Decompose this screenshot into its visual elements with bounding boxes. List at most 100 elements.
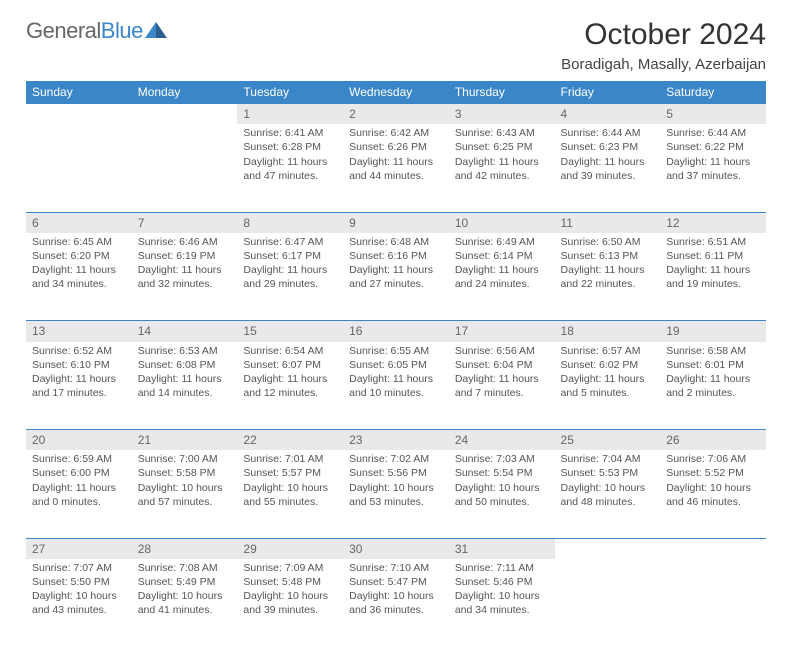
sunrise-line: Sunrise: 6:51 AM: [666, 235, 760, 249]
daylight-line: Daylight: 11 hours and 22 minutes.: [561, 263, 655, 291]
daylight-line: Daylight: 11 hours and 19 minutes.: [666, 263, 760, 291]
sunset-line: Sunset: 6:08 PM: [138, 358, 232, 372]
sunrise-line: Sunrise: 6:59 AM: [32, 452, 126, 466]
day-number-row: 13141516171819: [26, 321, 766, 342]
sunrise-line: Sunrise: 6:41 AM: [243, 126, 337, 140]
day-content-cell: Sunrise: 6:58 AMSunset: 6:01 PMDaylight:…: [660, 342, 766, 430]
day-number-cell: 14: [132, 321, 238, 342]
day-number-cell: 18: [555, 321, 661, 342]
logo-part1: General: [26, 18, 101, 43]
day-content-cell: Sunrise: 6:57 AMSunset: 6:02 PMDaylight:…: [555, 342, 661, 430]
day-number-cell: 13: [26, 321, 132, 342]
sunrise-line: Sunrise: 7:07 AM: [32, 561, 126, 575]
day-number-row: 6789101112: [26, 212, 766, 233]
day-content-cell: Sunrise: 6:59 AMSunset: 6:00 PMDaylight:…: [26, 450, 132, 538]
weekday-header: Thursday: [449, 81, 555, 104]
day-content-row: Sunrise: 6:41 AMSunset: 6:28 PMDaylight:…: [26, 124, 766, 212]
daylight-line: Daylight: 11 hours and 32 minutes.: [138, 263, 232, 291]
daylight-line: Daylight: 10 hours and 39 minutes.: [243, 589, 337, 617]
day-number-cell: 9: [343, 212, 449, 233]
logo: GeneralBlue: [26, 18, 167, 44]
day-content-cell: Sunrise: 7:09 AMSunset: 5:48 PMDaylight:…: [237, 559, 343, 647]
weekday-header: Monday: [132, 81, 238, 104]
day-number-cell: 27: [26, 538, 132, 559]
day-content-cell: Sunrise: 6:46 AMSunset: 6:19 PMDaylight:…: [132, 233, 238, 321]
sunset-line: Sunset: 5:58 PM: [138, 466, 232, 480]
sunrise-line: Sunrise: 7:03 AM: [455, 452, 549, 466]
sunset-line: Sunset: 5:52 PM: [666, 466, 760, 480]
day-content-cell: Sunrise: 7:07 AMSunset: 5:50 PMDaylight:…: [26, 559, 132, 647]
day-content-cell: Sunrise: 6:55 AMSunset: 6:05 PMDaylight:…: [343, 342, 449, 430]
sunset-line: Sunset: 5:49 PM: [138, 575, 232, 589]
daylight-line: Daylight: 11 hours and 47 minutes.: [243, 155, 337, 183]
daylight-line: Daylight: 11 hours and 42 minutes.: [455, 155, 549, 183]
day-number-cell: 4: [555, 104, 661, 125]
daylight-line: Daylight: 11 hours and 24 minutes.: [455, 263, 549, 291]
sunrise-line: Sunrise: 6:43 AM: [455, 126, 549, 140]
day-number-cell: [26, 104, 132, 125]
day-content-cell: Sunrise: 6:52 AMSunset: 6:10 PMDaylight:…: [26, 342, 132, 430]
daylight-line: Daylight: 11 hours and 27 minutes.: [349, 263, 443, 291]
sunset-line: Sunset: 6:20 PM: [32, 249, 126, 263]
day-content-row: Sunrise: 6:45 AMSunset: 6:20 PMDaylight:…: [26, 233, 766, 321]
calendar-table: SundayMondayTuesdayWednesdayThursdayFrid…: [26, 81, 766, 647]
sunset-line: Sunset: 5:46 PM: [455, 575, 549, 589]
day-number-cell: [555, 538, 661, 559]
day-number-cell: 2: [343, 104, 449, 125]
day-content-cell: Sunrise: 7:03 AMSunset: 5:54 PMDaylight:…: [449, 450, 555, 538]
weekday-header: Wednesday: [343, 81, 449, 104]
day-content-cell: [132, 124, 238, 212]
location: Boradigah, Masally, Azerbaijan: [561, 56, 766, 73]
sunrise-line: Sunrise: 6:46 AM: [138, 235, 232, 249]
weekday-header: Sunday: [26, 81, 132, 104]
sunrise-line: Sunrise: 6:53 AM: [138, 344, 232, 358]
sunset-line: Sunset: 6:07 PM: [243, 358, 337, 372]
sunrise-line: Sunrise: 7:09 AM: [243, 561, 337, 575]
sunrise-line: Sunrise: 6:45 AM: [32, 235, 126, 249]
daylight-line: Daylight: 11 hours and 44 minutes.: [349, 155, 443, 183]
day-number-row: 20212223242526: [26, 430, 766, 451]
sunrise-line: Sunrise: 6:54 AM: [243, 344, 337, 358]
day-number-cell: 30: [343, 538, 449, 559]
day-number-cell: 5: [660, 104, 766, 125]
daylight-line: Daylight: 11 hours and 12 minutes.: [243, 372, 337, 400]
sunset-line: Sunset: 6:14 PM: [455, 249, 549, 263]
daylight-line: Daylight: 10 hours and 50 minutes.: [455, 481, 549, 509]
sunrise-line: Sunrise: 6:50 AM: [561, 235, 655, 249]
daylight-line: Daylight: 11 hours and 17 minutes.: [32, 372, 126, 400]
day-number-cell: 24: [449, 430, 555, 451]
daylight-line: Daylight: 10 hours and 57 minutes.: [138, 481, 232, 509]
sunrise-line: Sunrise: 7:08 AM: [138, 561, 232, 575]
day-number-cell: [660, 538, 766, 559]
daylight-line: Daylight: 11 hours and 10 minutes.: [349, 372, 443, 400]
sunset-line: Sunset: 6:25 PM: [455, 140, 549, 154]
sunrise-line: Sunrise: 7:00 AM: [138, 452, 232, 466]
sunset-line: Sunset: 5:48 PM: [243, 575, 337, 589]
day-content-cell: Sunrise: 6:48 AMSunset: 6:16 PMDaylight:…: [343, 233, 449, 321]
sunset-line: Sunset: 6:22 PM: [666, 140, 760, 154]
daylight-line: Daylight: 10 hours and 46 minutes.: [666, 481, 760, 509]
daylight-line: Daylight: 10 hours and 34 minutes.: [455, 589, 549, 617]
sunrise-line: Sunrise: 7:10 AM: [349, 561, 443, 575]
sunrise-line: Sunrise: 6:49 AM: [455, 235, 549, 249]
day-number-cell: 1: [237, 104, 343, 125]
day-number-cell: 23: [343, 430, 449, 451]
day-content-cell: Sunrise: 6:42 AMSunset: 6:26 PMDaylight:…: [343, 124, 449, 212]
day-number-cell: 3: [449, 104, 555, 125]
sunrise-line: Sunrise: 6:56 AM: [455, 344, 549, 358]
daylight-line: Daylight: 10 hours and 53 minutes.: [349, 481, 443, 509]
day-content-cell: Sunrise: 6:50 AMSunset: 6:13 PMDaylight:…: [555, 233, 661, 321]
daylight-line: Daylight: 11 hours and 34 minutes.: [32, 263, 126, 291]
sunrise-line: Sunrise: 7:06 AM: [666, 452, 760, 466]
month-title: October 2024: [561, 18, 766, 52]
sunset-line: Sunset: 6:02 PM: [561, 358, 655, 372]
sunset-line: Sunset: 6:19 PM: [138, 249, 232, 263]
day-content-cell: Sunrise: 6:43 AMSunset: 6:25 PMDaylight:…: [449, 124, 555, 212]
sunset-line: Sunset: 6:28 PM: [243, 140, 337, 154]
sunset-line: Sunset: 6:01 PM: [666, 358, 760, 372]
sunrise-line: Sunrise: 6:52 AM: [32, 344, 126, 358]
day-number-cell: 15: [237, 321, 343, 342]
sunset-line: Sunset: 6:26 PM: [349, 140, 443, 154]
day-content-cell: Sunrise: 7:10 AMSunset: 5:47 PMDaylight:…: [343, 559, 449, 647]
sunrise-line: Sunrise: 7:04 AM: [561, 452, 655, 466]
